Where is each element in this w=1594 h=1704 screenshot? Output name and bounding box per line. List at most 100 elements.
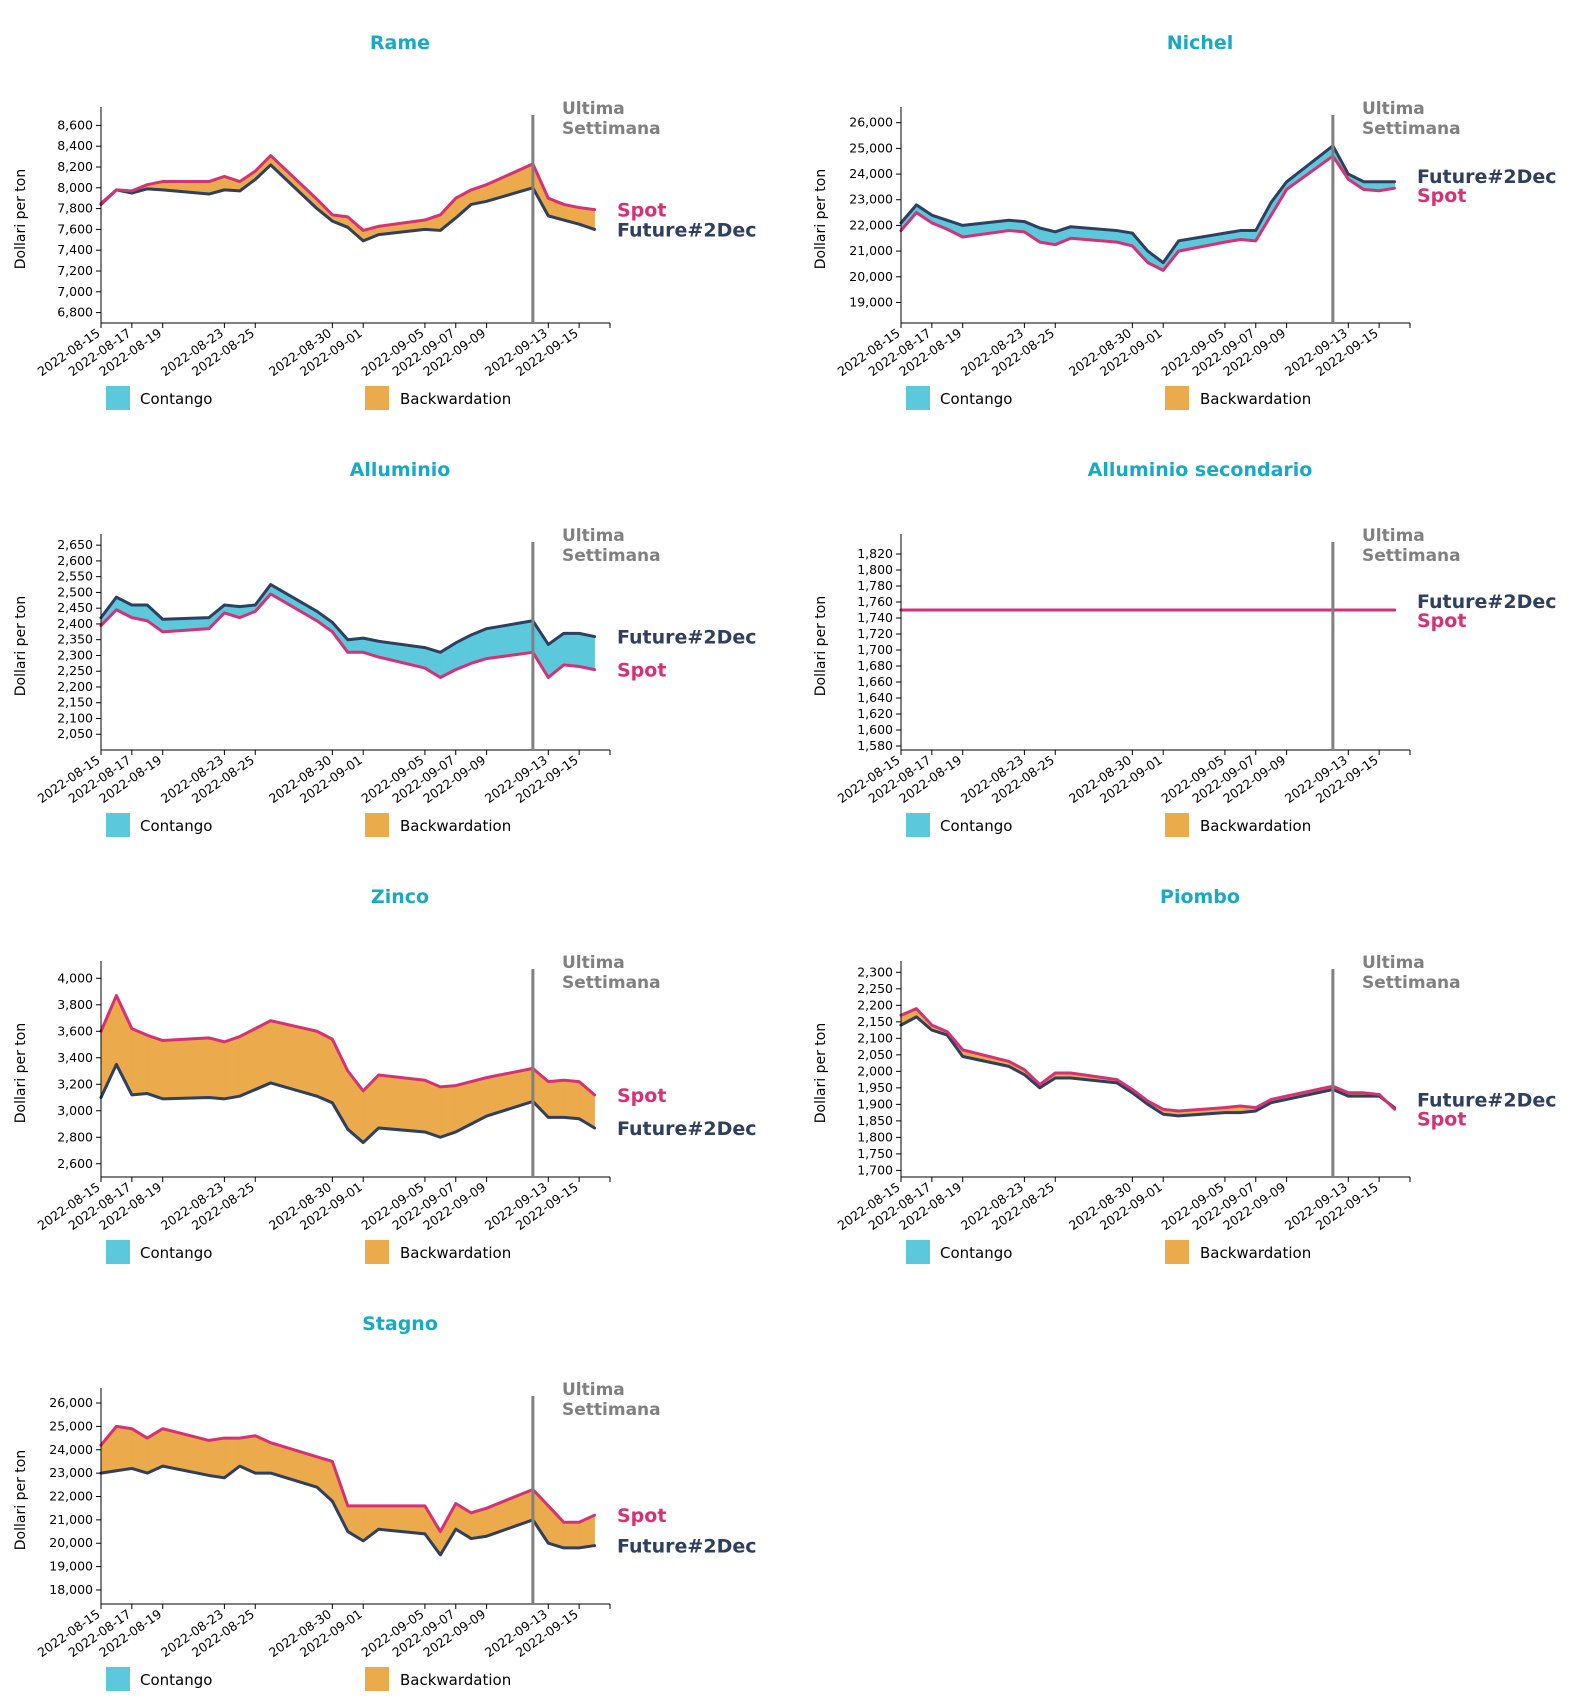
y-axis-label: Dollari per ton — [13, 169, 29, 269]
contango-legend-label: Contango — [940, 1244, 1012, 1262]
contango-legend-swatch — [106, 813, 130, 837]
y-axis-label: Dollari per ton — [813, 169, 829, 269]
y-tick-label: 8,200 — [57, 159, 93, 174]
backwardation-area — [146, 1034, 163, 1100]
spot-end-label: Spot — [1417, 1108, 1466, 1130]
y-tick-label: 2,150 — [857, 1014, 893, 1029]
last-week-label: Ultima — [562, 1380, 625, 1400]
backwardation-legend-swatch — [1165, 386, 1189, 410]
contango-legend-label: Contango — [940, 390, 1012, 408]
y-tick-label: 2,150 — [57, 695, 93, 710]
backwardation-legend-label: Backwardation — [1200, 390, 1311, 408]
backwardation-legend-label: Backwardation — [400, 1244, 511, 1262]
contango-legend-label: Contango — [140, 1244, 212, 1262]
contango-area — [578, 633, 595, 671]
y-tick-label: 24,000 — [49, 1442, 93, 1457]
y-tick-label: 7,200 — [57, 263, 93, 278]
y-tick-label: 2,450 — [57, 600, 93, 615]
backwardation-area — [316, 1030, 333, 1104]
y-tick-label: 7,800 — [57, 201, 93, 216]
spot-end-label: Spot — [617, 660, 666, 682]
contango-legend-label: Contango — [140, 390, 212, 408]
y-tick-label: 2,600 — [57, 1156, 93, 1171]
backwardation-legend-label: Backwardation — [400, 390, 511, 408]
chart-title: Nichel — [1167, 32, 1234, 54]
y-tick-label: 1,750 — [857, 1146, 893, 1161]
y-tick-label: 3,000 — [57, 1103, 93, 1118]
backwardation-legend-swatch — [365, 1240, 389, 1264]
chart-panel-rame: Rame 6,800 7,000 7,200 7,400 7,600 7,800 8,000 8… — [0, 0, 800, 420]
y-tick-label: 2,300 — [57, 647, 93, 662]
y-axis-label: Dollari per ton — [813, 596, 829, 696]
chart-svg: Stagno 18,000 19,000 20,000 21,000 22,000 23,0… — [13, 1313, 757, 1691]
backwardation-area — [131, 1028, 148, 1096]
backwardation-area — [378, 1074, 426, 1133]
backwardation-legend-swatch — [1165, 813, 1189, 837]
contango-area — [532, 619, 549, 679]
backwardation-area — [162, 1037, 210, 1100]
chart-title: Zinco — [371, 886, 429, 908]
backwardation-legend-label: Backwardation — [1200, 1244, 1311, 1262]
y-axis-label: Dollari per ton — [13, 1450, 29, 1550]
chart-title: Piombo — [1160, 886, 1240, 908]
future-end-label: Future#2Dec — [617, 219, 757, 241]
y-tick-label: 21,000 — [49, 1512, 93, 1527]
y-tick-label: 23,000 — [849, 192, 893, 207]
y-tick-label: 2,100 — [57, 710, 93, 725]
spot-end-label: Spot — [617, 1505, 666, 1527]
backwardation-legend-label: Backwardation — [400, 1671, 511, 1689]
backwardation-area — [208, 1037, 225, 1100]
y-tick-label: 2,800 — [57, 1129, 93, 1144]
y-tick-label: 1,740 — [857, 610, 893, 625]
chart-panel-nichel: Nichel 19,000 20,000 21,000 22,000 23,000 24,0… — [800, 0, 1594, 420]
backwardation-area — [224, 1036, 241, 1100]
contango-legend-label: Contango — [140, 1671, 212, 1689]
backwardation-area — [116, 1426, 133, 1472]
last-week-label: Ultima — [1362, 953, 1425, 973]
backwardation-area — [208, 1437, 225, 1479]
contango-legend-swatch — [106, 1240, 130, 1264]
contango-legend-swatch — [106, 386, 130, 410]
chart-panel-zinco: Zinco 2,600 2,800 3,000 3,200 3,400 3,600 3,800… — [0, 854, 800, 1274]
y-tick-label: 8,600 — [57, 117, 93, 132]
future-end-label: Future#2Dec — [1417, 166, 1557, 188]
y-tick-label: 20,000 — [849, 269, 893, 284]
backwardation-area — [547, 1079, 565, 1118]
last-week-label: Ultima — [1362, 99, 1425, 119]
y-tick-label: 8,400 — [57, 138, 93, 153]
y-tick-label: 1,760 — [857, 594, 893, 609]
chart-title: Stagno — [362, 1313, 438, 1335]
last-week-label: Ultima — [562, 99, 625, 119]
y-tick-label: 22,000 — [849, 217, 893, 232]
backwardation-area — [424, 1079, 441, 1138]
contango-legend-swatch — [906, 1240, 930, 1264]
y-tick-label: 18,000 — [49, 1582, 93, 1597]
chart-svg: Rame 6,800 7,000 7,200 7,400 7,600 7,800 8,000 8… — [13, 32, 757, 410]
y-tick-label: 1,700 — [857, 642, 893, 657]
y-tick-label: 2,500 — [57, 584, 93, 599]
y-tick-label: 7,400 — [57, 242, 93, 257]
y-tick-label: 24,000 — [849, 166, 893, 181]
y-axis-label: Dollari per ton — [13, 1023, 29, 1123]
contango-legend-label: Contango — [140, 817, 212, 835]
y-tick-label: 25,000 — [849, 140, 893, 155]
last-week-label: Settimana — [1362, 546, 1461, 566]
last-week-label: Settimana — [562, 973, 661, 993]
y-tick-label: 2,200 — [57, 679, 93, 694]
spot-end-label: Spot — [617, 200, 666, 222]
y-tick-label: 2,100 — [857, 1030, 893, 1045]
backwardation-legend-swatch — [365, 813, 389, 837]
y-tick-label: 1,680 — [857, 658, 893, 673]
future-end-label: Future#2Dec — [617, 1118, 757, 1140]
y-tick-label: 26,000 — [849, 115, 893, 130]
y-tick-label: 2,050 — [857, 1047, 893, 1062]
y-tick-label: 21,000 — [849, 243, 893, 258]
y-tick-label: 3,800 — [57, 997, 93, 1012]
y-tick-label: 2,000 — [857, 1063, 893, 1078]
y-tick-label: 2,400 — [57, 616, 93, 631]
y-tick-label: 3,600 — [57, 1023, 93, 1038]
spot-end-label: Spot — [1417, 610, 1466, 632]
future-end-label: Future#2Dec — [617, 627, 757, 649]
